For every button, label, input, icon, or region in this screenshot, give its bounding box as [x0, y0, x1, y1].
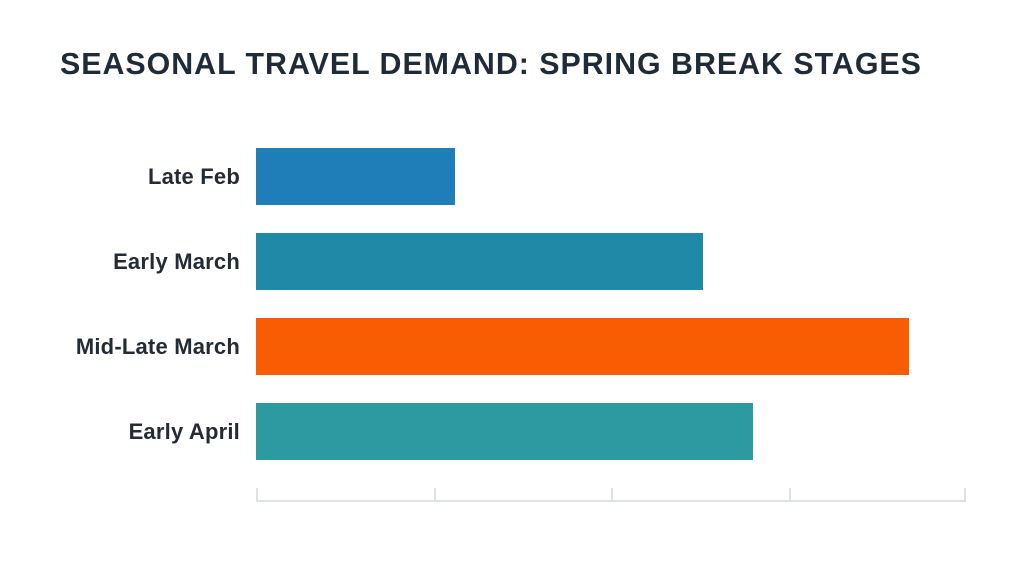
bar-early-march: [256, 233, 704, 290]
category-label-early-april: Early April: [128, 418, 240, 444]
chart-title: SEASONAL TRAVEL DEMAND: SPRING BREAK STA…: [60, 46, 922, 81]
bar-track: [256, 233, 966, 290]
bar-row-mid-late-march: Mid-Late March: [0, 318, 1024, 375]
category-label-late-feb: Late Feb: [147, 163, 240, 189]
bar-track: [256, 318, 966, 375]
x-axis-tick: [611, 488, 613, 502]
bar-row-early-april: Early April: [0, 403, 1024, 460]
x-axis: [256, 488, 966, 502]
bar-late-feb: [256, 148, 455, 205]
bar-track: [256, 148, 966, 205]
bar-mid-late-march: [256, 318, 910, 375]
x-axis-tick: [433, 488, 436, 502]
x-axis-tick: [964, 488, 966, 502]
category-label-early-march: Early March: [113, 248, 240, 274]
bar-track: [256, 403, 966, 460]
x-axis-tick: [788, 488, 791, 502]
bar-row-late-feb: Late Feb: [0, 148, 1024, 205]
bar-early-april: [256, 403, 753, 460]
x-axis-tick: [256, 488, 258, 502]
bar-row-early-march: Early March: [0, 233, 1024, 290]
category-label-mid-late-march: Mid-Late March: [75, 333, 240, 359]
